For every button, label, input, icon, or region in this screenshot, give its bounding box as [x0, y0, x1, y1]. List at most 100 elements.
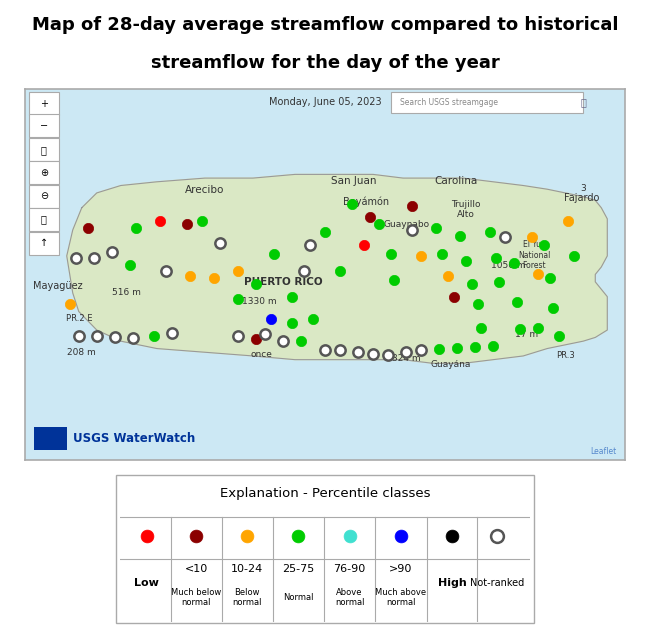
Point	[110, 332, 120, 342]
Point	[287, 291, 297, 301]
Text: >90: >90	[389, 563, 413, 573]
Text: Trujillo
Alto: Trujillo Alto	[451, 200, 481, 219]
Point	[344, 531, 355, 541]
Text: 3: 3	[580, 184, 586, 193]
Point	[299, 266, 309, 276]
Text: 🔍: 🔍	[580, 97, 586, 107]
Point	[181, 219, 192, 229]
Text: Monday, June 05, 2023: Monday, June 05, 2023	[268, 97, 382, 107]
Point	[155, 215, 165, 225]
Point	[461, 256, 471, 266]
Point	[260, 328, 270, 338]
Point	[548, 303, 558, 313]
Text: 1056 m: 1056 m	[491, 261, 525, 269]
Point	[73, 330, 84, 340]
Point	[209, 273, 219, 283]
Point	[389, 275, 399, 285]
Point	[374, 219, 384, 229]
Point	[401, 347, 411, 357]
Point	[452, 343, 462, 353]
Text: Fajardo: Fajardo	[564, 193, 600, 203]
Text: ↑: ↑	[40, 238, 48, 248]
FancyBboxPatch shape	[391, 92, 583, 113]
Point	[443, 271, 453, 281]
Point	[488, 341, 499, 351]
Point	[554, 330, 564, 340]
Text: Carolina: Carolina	[434, 176, 478, 186]
Text: El Yun
National
Forest: El Yun National Forest	[518, 241, 550, 270]
Text: Explanation - Percentile classes: Explanation - Percentile classes	[220, 487, 430, 500]
Point	[242, 531, 252, 541]
Text: ⤢: ⤢	[41, 145, 47, 155]
Text: Bayámón: Bayámón	[343, 197, 389, 207]
Point	[233, 266, 243, 276]
Point	[347, 199, 358, 209]
Text: PR.3: PR.3	[556, 352, 575, 360]
Point	[266, 314, 276, 324]
Text: −: −	[40, 121, 48, 131]
Polygon shape	[67, 175, 607, 364]
Point	[491, 252, 501, 263]
Point	[161, 266, 171, 276]
Text: Guayána: Guayána	[431, 360, 471, 369]
Point	[512, 297, 523, 307]
Point	[359, 240, 369, 250]
Point	[142, 531, 152, 541]
Point	[396, 531, 406, 541]
Point	[214, 238, 225, 248]
Point	[383, 350, 393, 360]
Point	[455, 230, 465, 241]
Point	[494, 277, 504, 287]
Point	[515, 324, 525, 334]
FancyBboxPatch shape	[29, 92, 59, 115]
FancyBboxPatch shape	[29, 114, 59, 138]
Point	[416, 251, 426, 261]
Text: Not-ranked: Not-ranked	[470, 578, 524, 588]
Point	[470, 342, 480, 352]
Bar	[34, 428, 67, 450]
Point	[467, 279, 477, 289]
Text: Much above
normal: Much above normal	[375, 588, 426, 607]
Text: 25-75: 25-75	[282, 563, 315, 573]
FancyBboxPatch shape	[29, 232, 59, 255]
Text: ⊖: ⊖	[40, 192, 48, 201]
Point	[545, 273, 555, 283]
Text: 🌍: 🌍	[41, 215, 47, 225]
Text: 17 m: 17 m	[515, 330, 538, 339]
Point	[233, 330, 243, 340]
Point	[296, 336, 306, 346]
FancyBboxPatch shape	[116, 475, 534, 623]
Point	[437, 249, 447, 259]
Text: Map of 28-day average streamflow compared to historical: Map of 28-day average streamflow compare…	[32, 16, 618, 34]
Text: Below
normal: Below normal	[233, 588, 262, 607]
Point	[287, 318, 297, 328]
Point	[92, 330, 102, 340]
Point	[233, 293, 243, 303]
Point	[473, 299, 484, 309]
Text: 324 m: 324 m	[392, 354, 421, 364]
Text: 516 m: 516 m	[112, 288, 141, 296]
Text: ⊕: ⊕	[40, 168, 48, 178]
Point	[125, 260, 135, 270]
Point	[563, 215, 573, 225]
Point	[293, 531, 304, 541]
Point	[88, 252, 99, 263]
Text: USGS WaterWatch: USGS WaterWatch	[73, 433, 195, 445]
Point	[533, 269, 543, 279]
FancyBboxPatch shape	[29, 208, 59, 231]
Text: Arecibo: Arecibo	[185, 185, 224, 195]
Point	[335, 345, 345, 355]
Point	[492, 531, 502, 541]
Point	[107, 247, 117, 257]
Text: Guaynabo: Guaynabo	[383, 220, 429, 229]
Text: 1330 m: 1330 m	[242, 297, 276, 306]
Point	[434, 344, 445, 354]
Point	[251, 279, 261, 289]
Point	[320, 345, 330, 355]
Point	[308, 314, 318, 324]
Text: 76-90: 76-90	[333, 563, 366, 573]
Point	[149, 330, 159, 340]
Point	[320, 227, 330, 237]
Point	[365, 212, 375, 222]
Point	[407, 201, 417, 211]
